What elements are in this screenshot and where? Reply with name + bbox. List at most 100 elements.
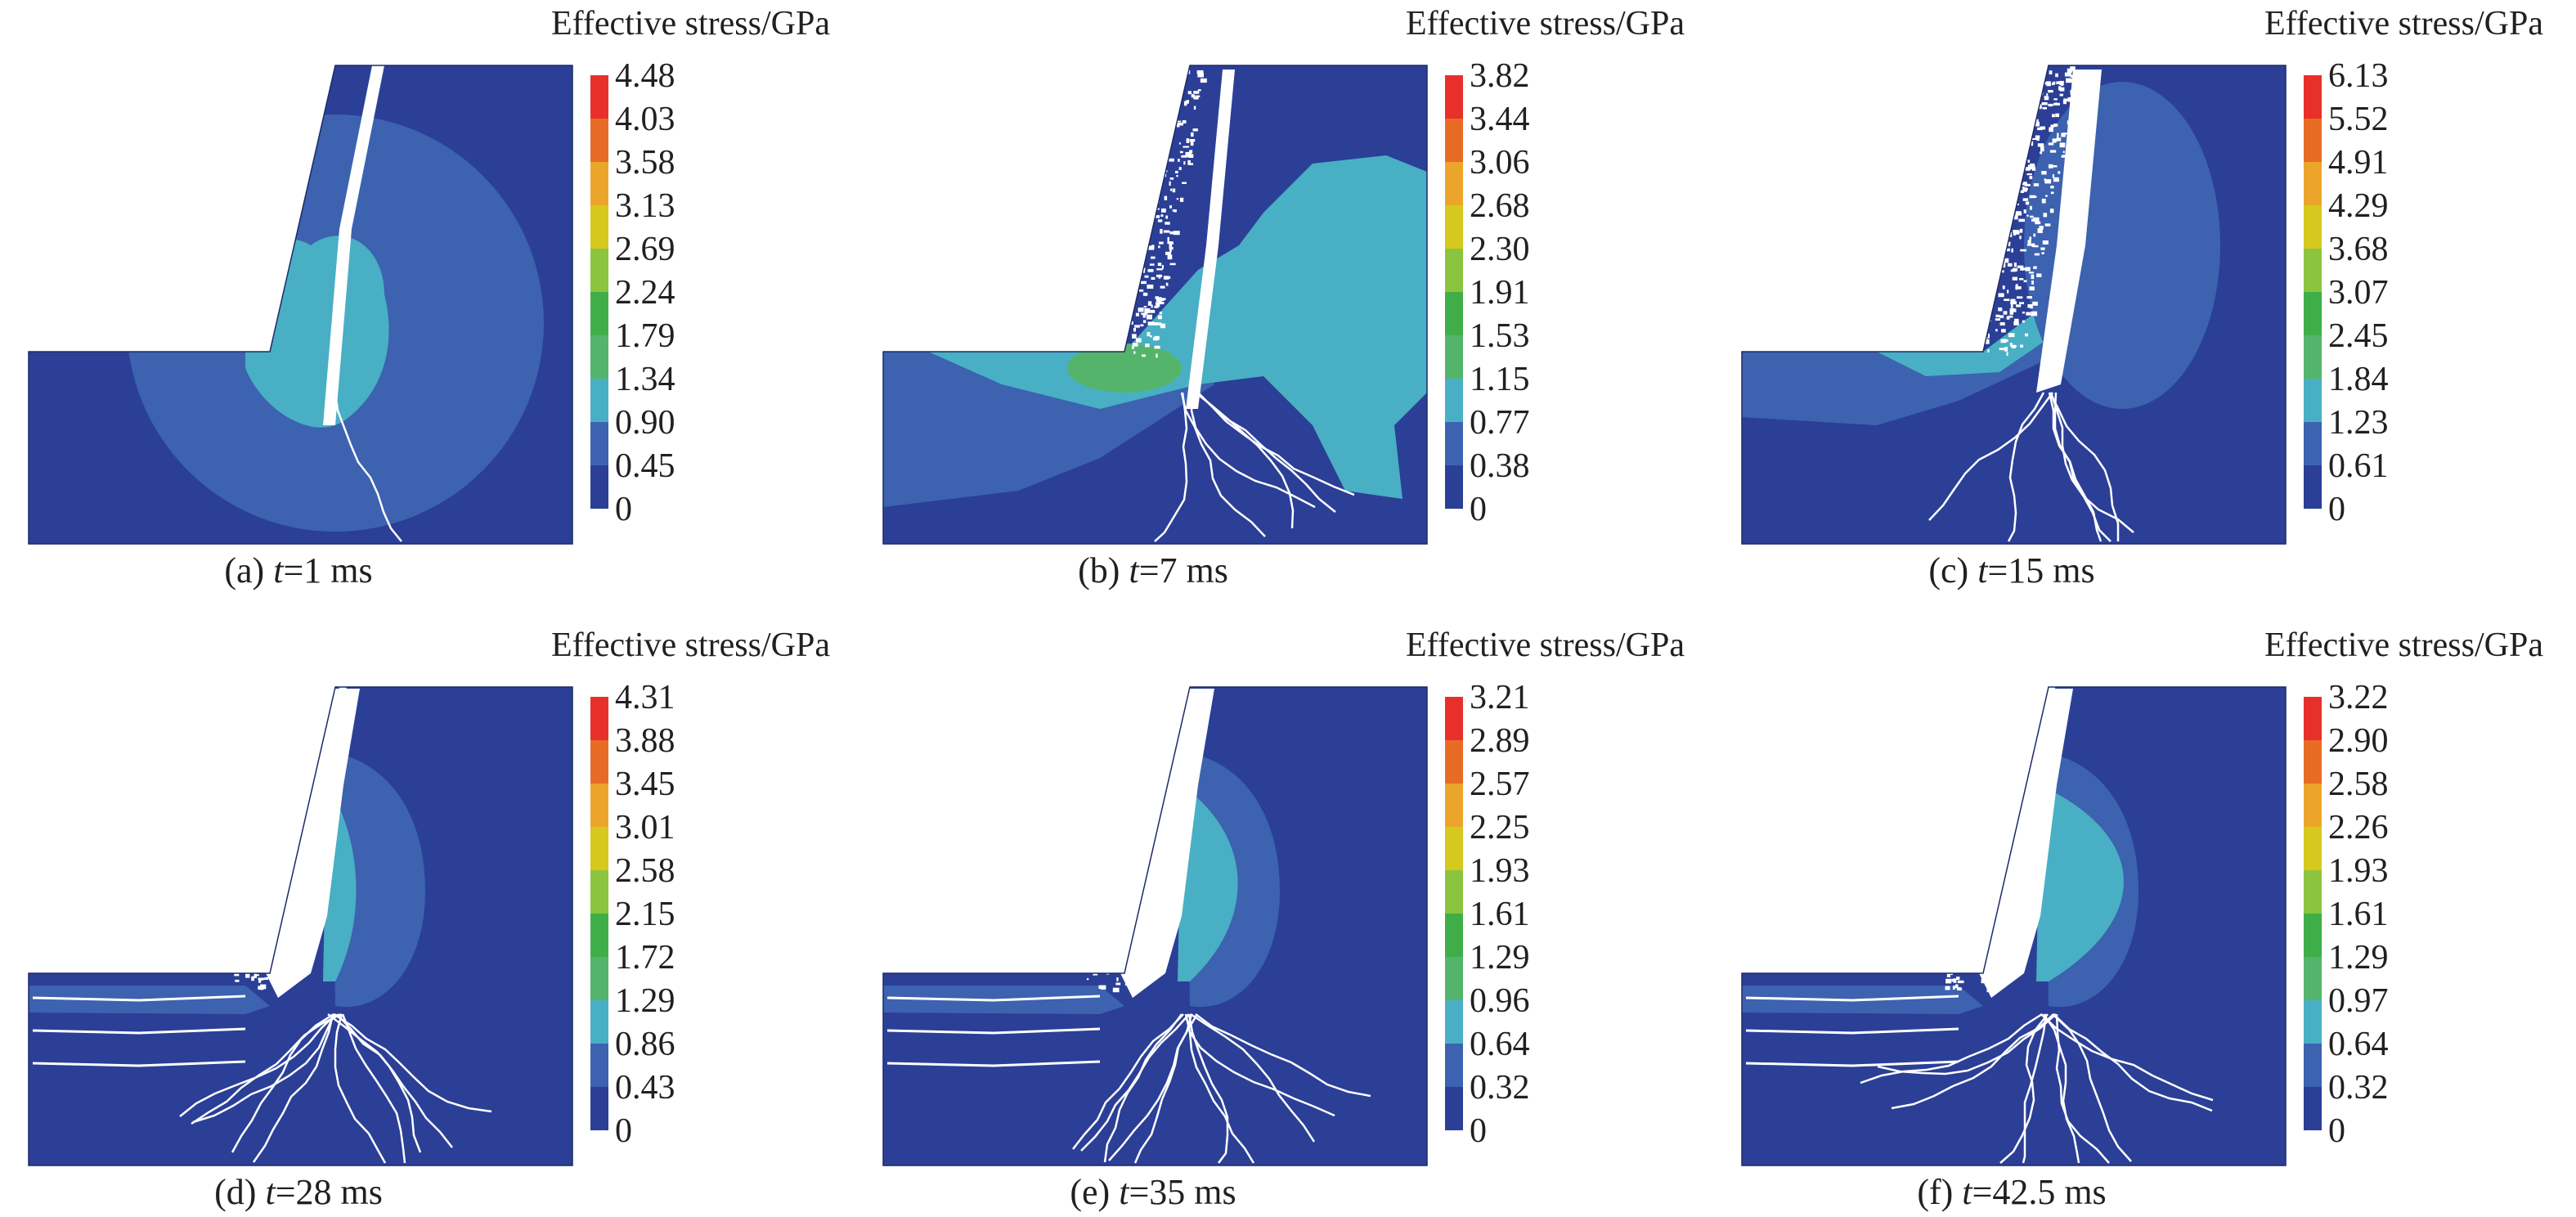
stress-panel: Effective stress/GPa 6.13 5.52 4.91 4.29 3.68… xyxy=(1741,5,2543,591)
colorbar-tick-label: 0 xyxy=(2328,1112,2345,1150)
colorbar-tick-label: 0.64 xyxy=(2328,1026,2389,1063)
fracture-crack xyxy=(2042,1013,2080,1164)
colorbar-segment xyxy=(2304,292,2322,335)
domain-outline xyxy=(882,686,1428,1166)
stress-zone-high xyxy=(2036,785,2124,981)
colorbar-tick-label: 1.34 xyxy=(615,361,675,398)
fracture-crack xyxy=(2052,1013,2213,1112)
colorbar-tick-label: 1.72 xyxy=(615,939,675,977)
stress-panel: Effective stress/GPa 3.21 2.89 2.57 2.25 1.93… xyxy=(882,626,1685,1212)
colorbar-segment xyxy=(2304,827,2322,870)
fracture-crack xyxy=(1180,392,1266,537)
fracture-crack xyxy=(2049,392,2134,533)
fracture-crack xyxy=(334,1013,387,1164)
colorbar-segment xyxy=(590,119,608,162)
colorbar-tick-label: 1.61 xyxy=(1470,896,1530,933)
colorbar-segment xyxy=(1445,75,1463,119)
colorbar-tick-label: 4.91 xyxy=(2328,144,2389,182)
fracture-crack xyxy=(2007,392,2045,542)
colorbar-segment xyxy=(1445,335,1463,379)
colorbar-segment xyxy=(2304,740,2322,784)
colorbar-tick-label: 5.52 xyxy=(2328,101,2389,138)
colorbar-segment xyxy=(1445,914,1463,957)
colorbar-tick-label: 3.44 xyxy=(1470,101,1530,138)
panel-caption: (a) t=1 ms xyxy=(224,550,372,591)
fracture-crack xyxy=(1860,1013,2043,1085)
colorbar-tick-label: 0.32 xyxy=(1470,1069,1530,1107)
colorbar-segment xyxy=(590,784,608,827)
colorbar-segment xyxy=(1445,1044,1463,1087)
colorbar-segment xyxy=(1445,465,1463,509)
colorbar-tick-label: 3.21 xyxy=(1470,679,1530,716)
colorbar-segment xyxy=(590,205,608,249)
colorbar-segment xyxy=(590,1044,608,1087)
colorbar-segment xyxy=(590,335,608,379)
domain-outline xyxy=(1741,686,2287,1166)
stress-zone-high xyxy=(928,155,1427,499)
colorbar-segment xyxy=(2304,465,2322,509)
colorbar-tick-label: 0 xyxy=(2328,491,2345,528)
colorbar-segment xyxy=(1445,1000,1463,1044)
stress-panel: Effective stress/GPa 4.48 4.03 3.58 3.13 2.69… xyxy=(28,5,830,591)
colorbar-segment xyxy=(590,957,608,1000)
colorbar-tick-label: 2.45 xyxy=(2328,317,2389,355)
fracture-crack xyxy=(1196,392,1336,513)
colorbar-title: Effective stress/GPa xyxy=(1406,626,1685,664)
colorbar-tick-label: 1.23 xyxy=(2328,404,2389,442)
colorbar-segment xyxy=(2304,914,2322,957)
colorbar-segment xyxy=(1445,379,1463,422)
colorbar-tick-label: 6.13 xyxy=(2328,57,2389,95)
panel-caption: (e) t=35 ms xyxy=(1070,1172,1236,1212)
colorbar-title: Effective stress/GPa xyxy=(551,5,830,43)
colorbar-tick-label: 4.03 xyxy=(615,101,675,138)
colorbar-tick-label: 1.93 xyxy=(2328,852,2389,890)
colorbar-segment xyxy=(590,465,608,509)
panel-caption: (d) t=28 ms xyxy=(214,1172,383,1212)
fracture-crack xyxy=(1190,392,1316,509)
colorbar-segment xyxy=(1445,784,1463,827)
colorbar-segment xyxy=(2304,379,2322,422)
fracture-crack xyxy=(1877,1013,2057,1076)
fracture-crack xyxy=(2022,1013,2048,1164)
colorbar-segment xyxy=(2304,697,2322,740)
colorbar-segment xyxy=(1445,827,1463,870)
colorbar-tick-label: 0.61 xyxy=(2328,447,2389,485)
colorbar-tick-label: 0 xyxy=(615,1112,632,1150)
stress-panel: Effective stress/GPa 4.31 3.88 3.45 3.01 2.58… xyxy=(28,626,830,1212)
colorbar-tick-label: 0.43 xyxy=(615,1069,675,1107)
colorbar-tick-label: 2.69 xyxy=(615,231,675,268)
colorbar-tick-label: 3.13 xyxy=(615,187,675,225)
borehole-crack xyxy=(2036,70,2102,393)
colorbar-tick-label: 3.07 xyxy=(2328,274,2389,312)
colorbar-tick-label: 4.29 xyxy=(2328,187,2389,225)
stress-field xyxy=(883,687,1427,1165)
colorbar-segment xyxy=(2304,422,2322,465)
colorbar-segment xyxy=(590,162,608,205)
colorbar-tick-label: 2.58 xyxy=(615,852,675,890)
colorbar-tick-label: 0.90 xyxy=(615,404,675,442)
colorbar-segment xyxy=(2304,335,2322,379)
colorbar-tick-label: 1.29 xyxy=(615,982,675,1020)
domain-outline xyxy=(28,686,573,1166)
fracture-crack xyxy=(336,1013,453,1148)
colorbar-tick-label: 3.22 xyxy=(2328,679,2389,716)
colorbar-tick-label: 1.93 xyxy=(1470,852,1530,890)
stress-field xyxy=(1742,65,2286,544)
stress-field xyxy=(883,65,1427,544)
fracture-crack xyxy=(2053,392,2112,542)
colorbar-segment xyxy=(1445,162,1463,205)
stress-field xyxy=(29,687,572,1165)
colorbar-segment xyxy=(590,827,608,870)
colorbar-tick-label: 1.29 xyxy=(1470,939,1530,977)
colorbar-tick-label: 0 xyxy=(1470,1112,1487,1150)
domain-outline xyxy=(28,65,573,545)
colorbar-tick-label: 0.64 xyxy=(1470,1026,1530,1063)
colorbar-tick-label: 2.90 xyxy=(2328,722,2389,760)
colorbar-segment xyxy=(2304,119,2322,162)
colorbar-segment xyxy=(590,422,608,465)
colorbar-segment xyxy=(2304,784,2322,827)
fracture-crack xyxy=(191,1013,342,1125)
colorbar-tick-label: 2.89 xyxy=(1470,722,1530,760)
fracture-crack xyxy=(333,1013,492,1113)
